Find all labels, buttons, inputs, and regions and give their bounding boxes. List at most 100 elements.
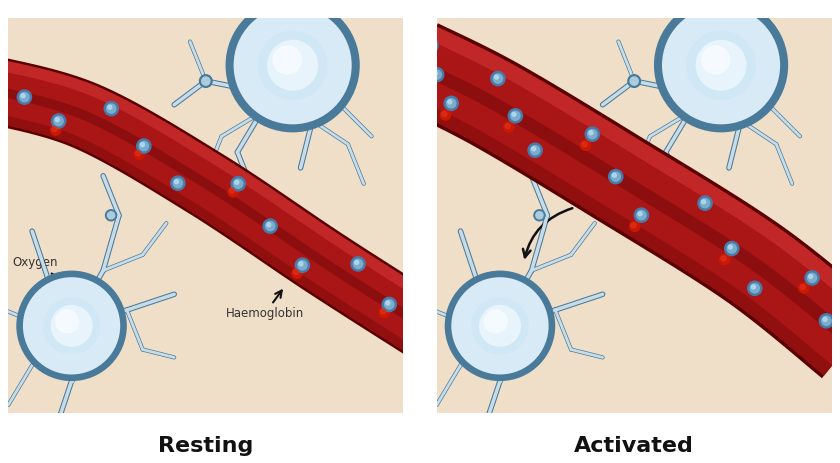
Circle shape: [43, 297, 100, 355]
Circle shape: [379, 307, 389, 318]
Circle shape: [609, 169, 622, 184]
Circle shape: [420, 52, 430, 63]
Circle shape: [508, 109, 522, 123]
Circle shape: [297, 261, 307, 270]
Circle shape: [634, 208, 648, 222]
Circle shape: [444, 96, 459, 111]
Polygon shape: [397, 26, 840, 375]
Circle shape: [234, 179, 243, 188]
Circle shape: [351, 257, 365, 271]
Circle shape: [627, 75, 641, 88]
Circle shape: [534, 210, 545, 221]
Polygon shape: [0, 84, 426, 330]
Circle shape: [433, 71, 438, 75]
Circle shape: [54, 116, 63, 125]
Circle shape: [137, 139, 151, 153]
Circle shape: [50, 305, 92, 347]
Circle shape: [20, 93, 29, 102]
Polygon shape: [0, 58, 440, 352]
Text: Blood Flow: Blood Flow: [40, 114, 114, 142]
Circle shape: [0, 78, 2, 88]
Circle shape: [21, 94, 25, 98]
Circle shape: [444, 270, 555, 381]
Circle shape: [428, 42, 432, 46]
Circle shape: [139, 141, 149, 150]
Circle shape: [727, 244, 737, 253]
Circle shape: [432, 70, 441, 79]
Circle shape: [272, 45, 302, 75]
Circle shape: [228, 187, 239, 197]
Circle shape: [629, 221, 640, 232]
Circle shape: [582, 142, 587, 147]
Polygon shape: [429, 26, 840, 319]
Circle shape: [631, 223, 636, 228]
Circle shape: [0, 69, 3, 78]
Circle shape: [231, 176, 245, 191]
Circle shape: [823, 318, 827, 321]
Circle shape: [807, 273, 816, 282]
Circle shape: [448, 100, 452, 104]
Circle shape: [479, 305, 521, 347]
Circle shape: [386, 301, 390, 305]
Circle shape: [809, 275, 812, 279]
Circle shape: [52, 126, 57, 131]
Text: Haemoglobin: Haemoglobin: [226, 290, 304, 320]
Circle shape: [701, 200, 706, 204]
Circle shape: [225, 0, 360, 132]
Circle shape: [504, 122, 514, 132]
Circle shape: [263, 219, 277, 233]
Circle shape: [258, 31, 328, 100]
Circle shape: [135, 150, 140, 156]
Circle shape: [532, 147, 536, 151]
Circle shape: [381, 309, 386, 314]
Circle shape: [721, 256, 726, 261]
Circle shape: [698, 196, 712, 210]
Circle shape: [531, 146, 540, 155]
Circle shape: [108, 212, 114, 219]
Circle shape: [440, 110, 450, 120]
Text: Oxygen: Oxygen: [13, 256, 79, 292]
Circle shape: [750, 284, 759, 293]
Circle shape: [483, 309, 507, 333]
Circle shape: [296, 258, 309, 272]
Circle shape: [585, 127, 600, 141]
Circle shape: [751, 285, 755, 289]
Circle shape: [234, 6, 352, 125]
Circle shape: [134, 149, 144, 159]
Circle shape: [424, 38, 438, 53]
Circle shape: [50, 125, 60, 135]
Circle shape: [588, 130, 597, 139]
Circle shape: [0, 66, 6, 81]
Circle shape: [199, 75, 213, 88]
Circle shape: [471, 297, 528, 355]
Circle shape: [235, 180, 239, 184]
Circle shape: [427, 41, 436, 50]
Circle shape: [422, 54, 427, 59]
Circle shape: [696, 40, 747, 91]
Circle shape: [429, 68, 444, 82]
Text: Activated: Activated: [575, 437, 694, 457]
Circle shape: [748, 281, 762, 295]
Circle shape: [728, 245, 732, 249]
Circle shape: [175, 180, 178, 184]
Polygon shape: [0, 110, 411, 352]
Circle shape: [512, 113, 516, 116]
Circle shape: [51, 114, 66, 128]
Circle shape: [495, 75, 498, 79]
Circle shape: [55, 309, 79, 333]
Circle shape: [720, 254, 730, 264]
Circle shape: [686, 31, 756, 100]
Circle shape: [701, 199, 710, 208]
Polygon shape: [396, 23, 840, 378]
Circle shape: [801, 284, 806, 289]
Polygon shape: [0, 58, 440, 308]
Circle shape: [491, 71, 505, 86]
Circle shape: [637, 211, 646, 220]
Circle shape: [822, 316, 831, 325]
Polygon shape: [397, 93, 832, 375]
Circle shape: [202, 77, 210, 85]
Circle shape: [612, 172, 621, 181]
Circle shape: [654, 0, 788, 132]
Circle shape: [819, 314, 833, 328]
Circle shape: [292, 268, 302, 278]
